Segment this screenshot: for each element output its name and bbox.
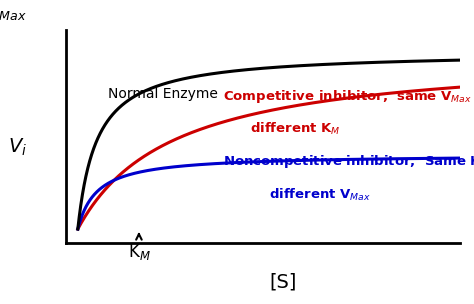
Text: Noncompetitive inhibitor,  Same K$_M$: Noncompetitive inhibitor, Same K$_M$	[223, 154, 474, 171]
Text: different V$_{Max}$: different V$_{Max}$	[269, 186, 371, 202]
Text: K$_M$: K$_M$	[128, 242, 150, 262]
Text: Normal Enzyme: Normal Enzyme	[109, 87, 218, 101]
Text: V$_i$: V$_i$	[8, 137, 27, 158]
Text: V$_{Max}$: V$_{Max}$	[0, 2, 27, 22]
Text: different K$_M$: different K$_M$	[250, 121, 340, 137]
Text: [S]: [S]	[269, 273, 296, 292]
Text: Competitive inhibitor,  same V$_{Max}$: Competitive inhibitor, same V$_{Max}$	[223, 88, 472, 105]
